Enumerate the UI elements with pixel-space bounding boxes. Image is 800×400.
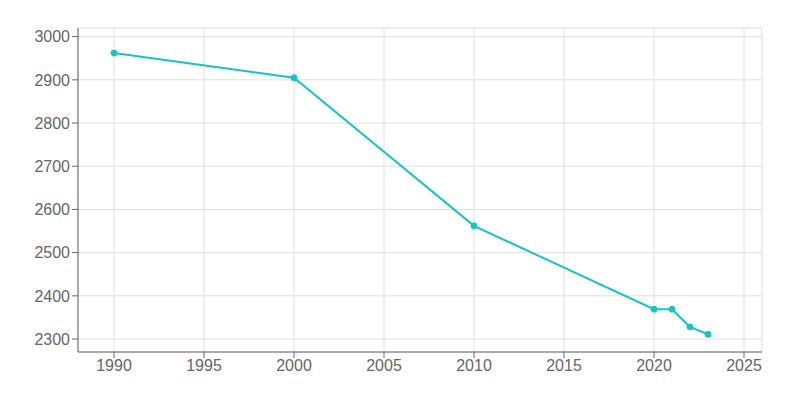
svg-text:3000: 3000 [34, 28, 70, 45]
svg-text:2500: 2500 [34, 244, 70, 261]
svg-text:2000: 2000 [276, 357, 312, 374]
svg-text:2015: 2015 [546, 357, 582, 374]
svg-text:2400: 2400 [34, 288, 70, 305]
svg-text:2010: 2010 [456, 357, 492, 374]
svg-text:2025: 2025 [726, 357, 762, 374]
svg-text:2005: 2005 [366, 357, 402, 374]
svg-text:2020: 2020 [636, 357, 672, 374]
svg-text:2900: 2900 [34, 72, 70, 89]
svg-text:2600: 2600 [34, 201, 70, 218]
svg-text:2700: 2700 [34, 158, 70, 175]
svg-text:2800: 2800 [34, 115, 70, 132]
svg-text:1990: 1990 [96, 357, 132, 374]
svg-text:1995: 1995 [186, 357, 222, 374]
svg-text:2300: 2300 [34, 331, 70, 348]
